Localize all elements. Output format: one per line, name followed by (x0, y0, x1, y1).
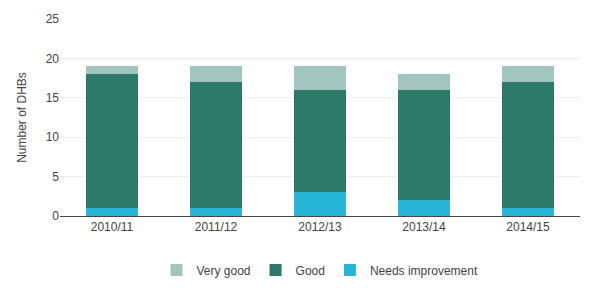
svg-text:Very good: Very good (197, 264, 251, 278)
svg-text:2010/11: 2010/11 (91, 220, 134, 234)
svg-text:0: 0 (52, 209, 59, 223)
svg-text:10: 10 (46, 130, 60, 144)
svg-text:2012/13: 2012/13 (298, 220, 342, 234)
svg-text:15: 15 (46, 91, 60, 105)
svg-text:5: 5 (52, 170, 59, 184)
svg-text:2013/14: 2013/14 (402, 220, 446, 234)
svg-text:25: 25 (46, 12, 60, 26)
svg-text:20: 20 (46, 52, 60, 66)
svg-text:2011/12: 2011/12 (195, 220, 238, 234)
svg-text:Needs improvement: Needs improvement (370, 264, 478, 278)
svg-text:Number of DHBs: Number of DHBs (15, 72, 29, 163)
svg-text:2014/15: 2014/15 (506, 220, 550, 234)
svg-text:Good: Good (296, 264, 325, 278)
